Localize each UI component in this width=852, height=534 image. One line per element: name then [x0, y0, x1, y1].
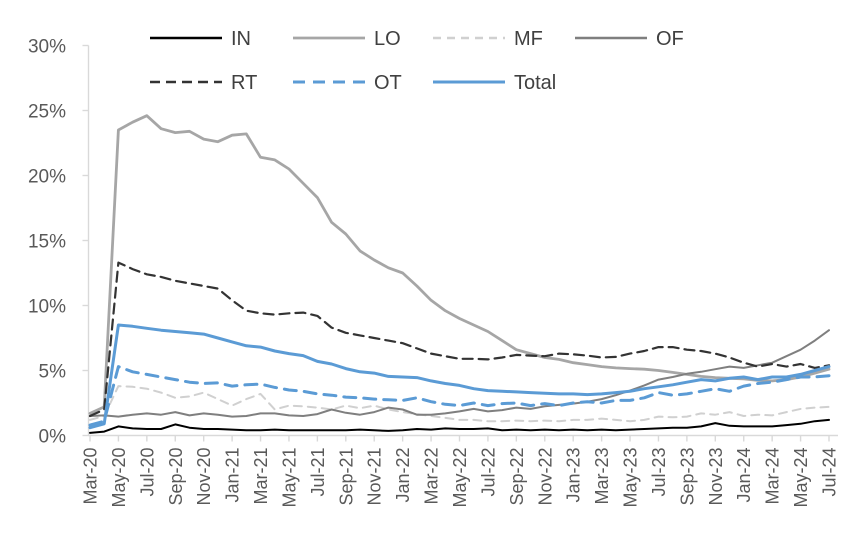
x-axis-label: Mar-22 — [422, 448, 442, 505]
y-axis-label: 10% — [28, 297, 66, 318]
x-axis-label: Mar-20 — [81, 448, 101, 505]
y-axis-label: 5% — [39, 362, 67, 383]
y-axis-label: 20% — [28, 167, 66, 188]
legend-label-RT: RT — [231, 72, 257, 94]
x-axis-label: Jan-22 — [393, 448, 413, 503]
x-axis-label: Nov-22 — [535, 448, 555, 506]
y-axis-labels: 0% 5% 10% 15% 20% 25% 30% — [28, 37, 66, 448]
legend-label-IN: IN — [231, 28, 251, 50]
x-axis-label: Sep-22 — [507, 448, 527, 506]
series-lines — [88, 114, 831, 434]
series-line-OT — [88, 365, 831, 427]
x-axis-label: May-22 — [450, 448, 470, 508]
x-axis-label: Jul-23 — [649, 448, 669, 497]
x-axis-label: Jan-24 — [734, 448, 754, 503]
legend-label-MF: MF — [514, 28, 543, 50]
x-axis-label: May-20 — [109, 448, 129, 508]
series-line-IN — [89, 418, 830, 434]
legend-item-IN: IN — [150, 28, 251, 50]
series-line-OF — [89, 329, 830, 418]
x-axis-label: Mar-24 — [763, 448, 783, 505]
x-axis-label: Nov-21 — [365, 448, 385, 506]
series-line-MF — [89, 385, 830, 423]
y-axis-label: 25% — [28, 102, 66, 123]
x-axis-label: Mar-21 — [251, 448, 271, 505]
x-axis-label: Jul-21 — [308, 448, 328, 497]
axes — [82, 44, 838, 442]
series-line-RT — [88, 261, 831, 418]
x-axis-label: May-21 — [279, 448, 299, 508]
legend-label-OF: OF — [656, 28, 684, 50]
legend-item-MF: MF — [433, 28, 543, 50]
legend: IN LO MF OF RT OT Total — [150, 28, 684, 94]
legend-item-Total: Total — [433, 72, 556, 94]
legend-label-OT: OT — [374, 72, 402, 94]
x-axis-label: Sep-21 — [336, 448, 356, 506]
series-line-LO — [88, 114, 831, 415]
x-axis-label: Jul-20 — [137, 448, 157, 497]
legend-item-OT: OT — [293, 72, 402, 94]
x-axis-label: Jan-21 — [223, 448, 243, 503]
legend-label-LO: LO — [374, 28, 401, 50]
legend-item-RT: RT — [150, 72, 257, 94]
x-axis-label: Jul-22 — [478, 448, 498, 497]
y-axis-label: 0% — [39, 427, 67, 448]
legend-item-LO: LO — [293, 28, 401, 50]
x-axis-label: Nov-23 — [706, 448, 726, 506]
y-axis-label: 15% — [28, 232, 66, 253]
y-axis-label: 30% — [28, 37, 66, 58]
x-axis-label: Nov-20 — [194, 448, 214, 506]
x-axis-label: Sep-20 — [166, 448, 186, 506]
x-axis-label: May-24 — [791, 448, 811, 508]
series-line-Total — [88, 323, 831, 430]
x-axis-label: Jan-23 — [564, 448, 584, 503]
legend-label-Total: Total — [514, 72, 556, 94]
x-axis-label: Sep-23 — [677, 448, 697, 506]
x-axis-labels: Mar-20 May-20 Jul-20 Sep-20 Nov-20 Jan-21 Mar-… — [81, 448, 840, 508]
legend-item-OF: OF — [575, 28, 684, 50]
x-axis-label: Jul-24 — [820, 448, 840, 497]
x-axis-label: May-23 — [621, 448, 641, 508]
x-axis-label: Mar-23 — [592, 448, 612, 505]
